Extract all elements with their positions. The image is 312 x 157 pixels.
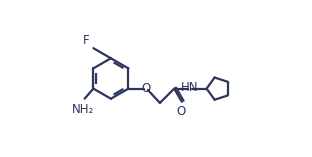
- Text: O: O: [141, 82, 150, 95]
- Text: NH₂: NH₂: [72, 103, 94, 116]
- Text: HN: HN: [181, 81, 199, 94]
- Text: O: O: [177, 105, 186, 118]
- Text: F: F: [83, 34, 90, 47]
